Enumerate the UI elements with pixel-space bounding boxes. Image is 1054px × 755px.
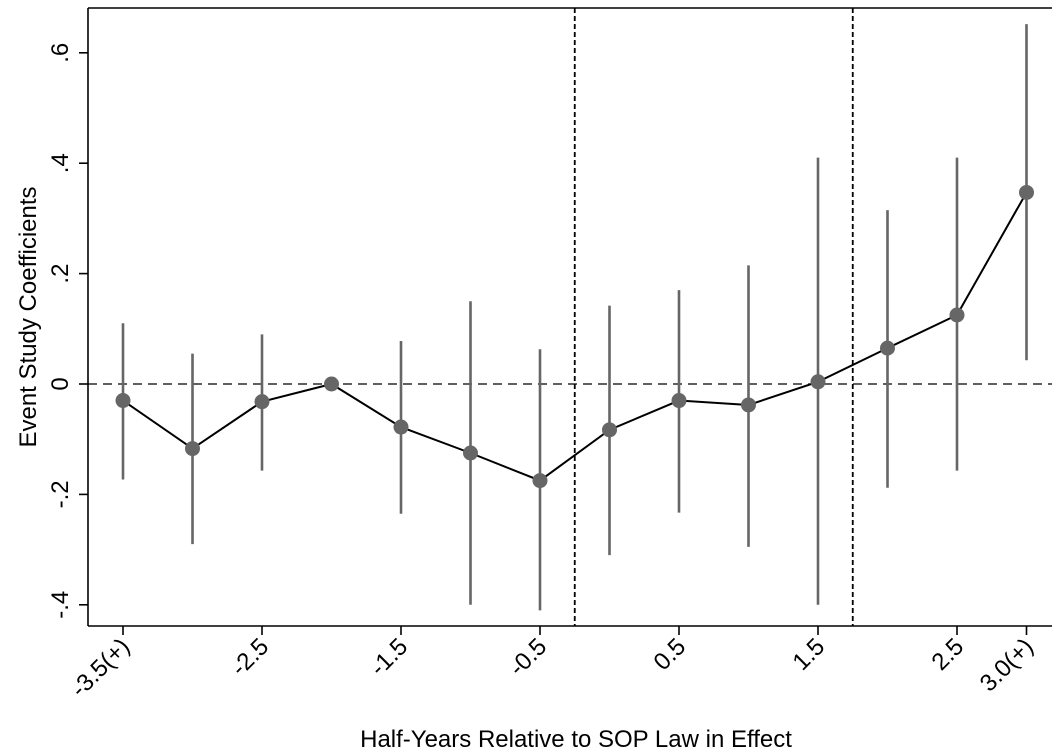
x-axis-title: Half-Years Relative to SOP Law in Effect — [360, 726, 792, 753]
y-tick-label: .6 — [47, 43, 74, 63]
coefficient-point — [115, 393, 131, 409]
x-tick-label: 2.5 — [927, 633, 970, 676]
coefficient-point — [810, 374, 826, 390]
reference-lines — [88, 8, 1052, 626]
coefficient-point — [532, 473, 548, 489]
y-tick-label: 0 — [47, 377, 74, 390]
x-tick-label: -3.5(+) — [66, 633, 136, 703]
coefficient-point — [463, 445, 478, 461]
coefficient-points — [115, 184, 1034, 489]
x-tick-label: 3.0(+) — [975, 633, 1039, 697]
x-axis-ticks: -3.5(+) -2.5 -1.5 -0.5 0.5 1.5 2.5 3.0(+) — [66, 626, 1039, 703]
y-tick-label: .2 — [47, 264, 74, 284]
coefficient-point — [324, 376, 339, 392]
coefficient-point — [671, 393, 687, 409]
x-tick-label: 1.5 — [788, 633, 831, 676]
coefficient-point — [1019, 184, 1034, 200]
y-tick-label: -.4 — [47, 591, 74, 619]
x-tick-label: -0.5 — [504, 633, 552, 681]
x-tick-label: -2.5 — [226, 633, 274, 681]
coefficient-series-line — [122, 191, 1028, 482]
coefficient-line — [122, 191, 1028, 482]
y-axis-title: Event Study Coefficients — [15, 186, 42, 447]
plot-frame — [87, 7, 1052, 627]
coefficient-point — [254, 394, 270, 410]
coefficient-point — [741, 397, 756, 413]
x-tick-label: 0.5 — [649, 633, 692, 676]
y-tick-label: .4 — [47, 153, 74, 173]
coefficient-point — [949, 307, 965, 323]
coefficient-point — [185, 441, 200, 457]
coefficient-point — [393, 419, 409, 435]
coefficient-point — [880, 340, 895, 356]
x-tick-label: -1.5 — [365, 633, 413, 681]
coefficient-point — [602, 422, 617, 438]
y-tick-label: -.2 — [47, 480, 74, 508]
y-axis-ticks: -.4 -.2 0 .2 .4 .6 — [47, 43, 88, 619]
